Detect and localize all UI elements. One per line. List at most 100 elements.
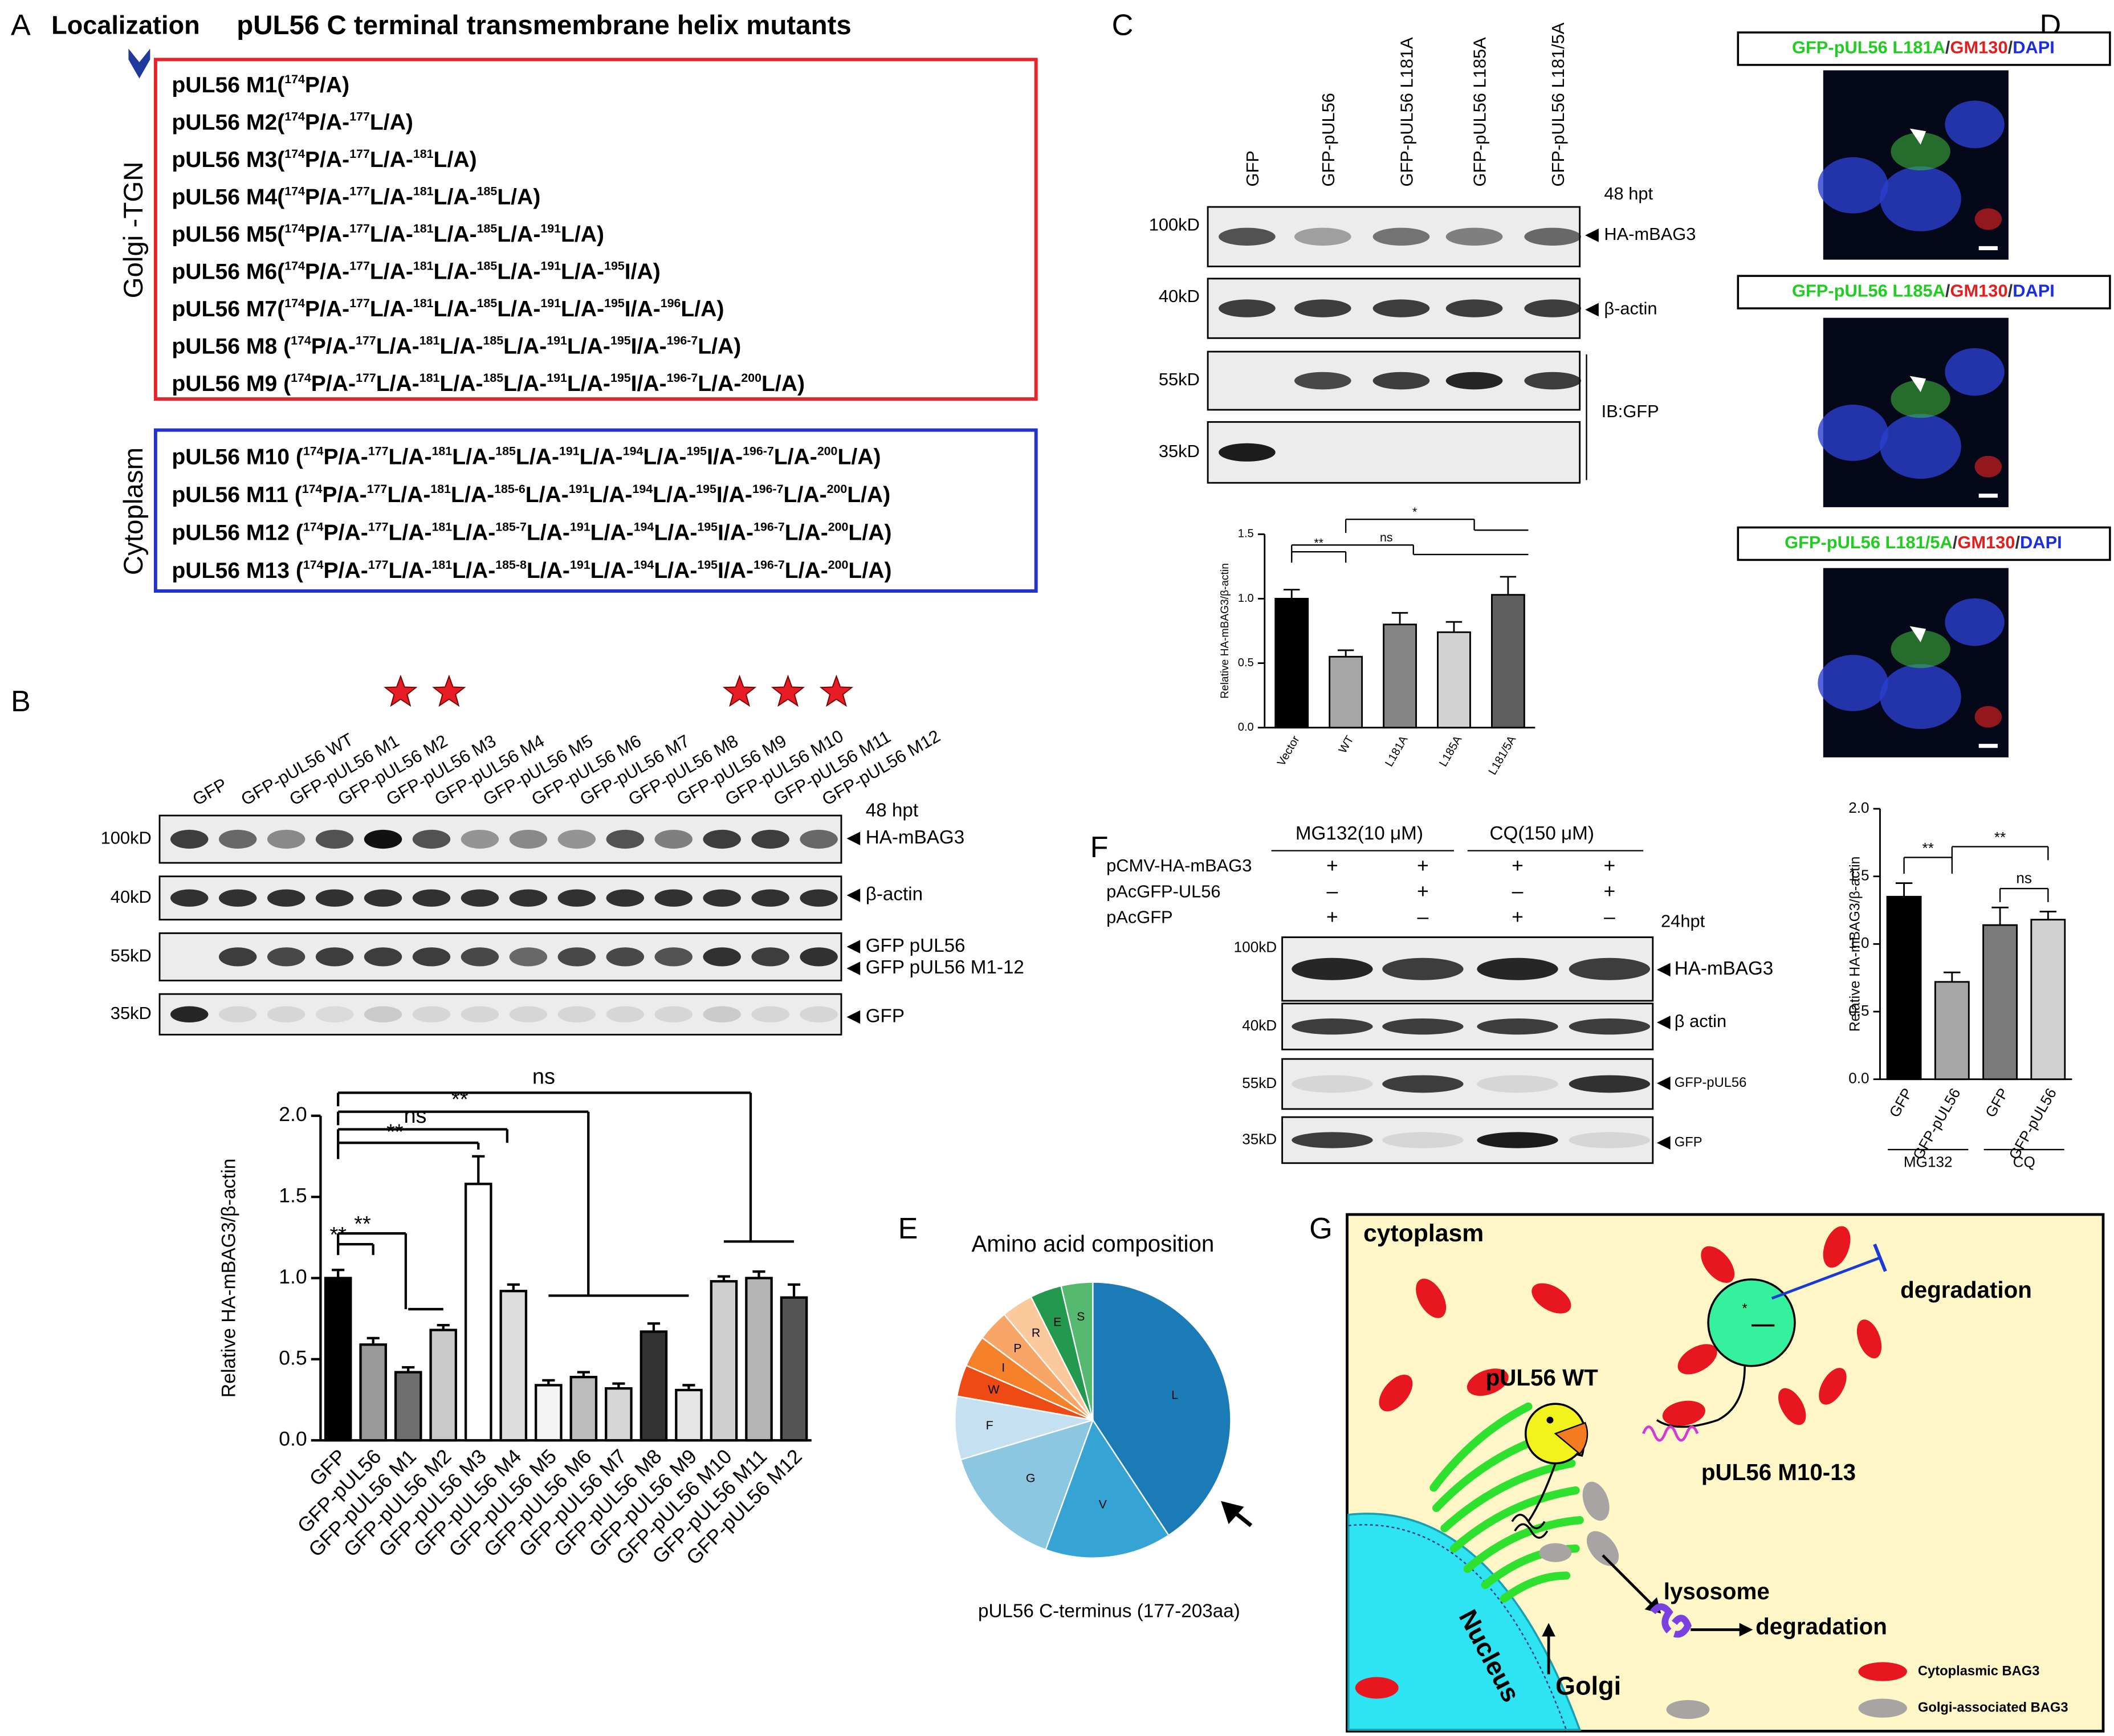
- significance: ns: [1380, 531, 1393, 544]
- mutant-text: P/A-: [324, 521, 368, 545]
- mutant-text: L/A-: [567, 335, 610, 359]
- mutant-position: 194: [634, 520, 654, 533]
- mutant-position: 181: [419, 333, 440, 347]
- mutant-name: pUL56 M6: [172, 260, 277, 284]
- blot-band: [1219, 299, 1276, 317]
- blot-band: [267, 947, 306, 967]
- cytoplasmic-bag3: [1355, 1226, 1882, 1699]
- arrowhead-marker: [1909, 128, 1926, 145]
- image-title: GFP-pUL56 L181A/GM130/DAPI: [1792, 38, 2055, 58]
- mutant-text: I/A-: [718, 559, 753, 583]
- panel-label: G: [1309, 1212, 1333, 1245]
- arrowhead: [1542, 1623, 1555, 1637]
- mutant-position: 181: [430, 482, 451, 496]
- panel-label: F: [1090, 831, 1109, 864]
- blot-band: [1372, 299, 1430, 317]
- blot-band: [267, 889, 306, 907]
- x-tick-label: L181A: [1383, 733, 1410, 769]
- group-label: CQ: [2013, 1154, 2035, 1171]
- blot-band: [315, 889, 354, 907]
- mutant-text: P/A-: [305, 260, 349, 284]
- mutant-helix: [1641, 1425, 1699, 1442]
- bar: [499, 1290, 528, 1442]
- blot-band: [1477, 957, 1558, 980]
- mutant-text: L/A-: [654, 559, 697, 583]
- mutant-name: pUL56 M11: [172, 483, 288, 507]
- mutant-position: 191: [570, 558, 590, 572]
- bar: [1383, 624, 1417, 729]
- gfp-stain: [1891, 630, 1950, 669]
- mutant-text: (: [277, 148, 284, 172]
- eye: *: [1742, 1301, 1747, 1316]
- mutant-text: L/A): [847, 483, 890, 507]
- blot-band: [1292, 1075, 1373, 1093]
- significance: ns: [2016, 869, 2032, 886]
- y-tick-label: 0.5: [1238, 657, 1254, 669]
- mutant-position: 181: [413, 147, 434, 161]
- mutant-position: 185: [477, 296, 498, 310]
- mutant-position: 196: [661, 296, 681, 310]
- band-label: GFP pUL56: [866, 935, 966, 956]
- mutant-position: 174: [284, 222, 305, 235]
- mutant-position: 177: [349, 109, 370, 123]
- sign: +: [1512, 906, 1524, 928]
- x-tick-label: Vector: [1275, 733, 1302, 768]
- mutant-text: L/A-: [451, 483, 494, 507]
- blot-band: [412, 947, 451, 967]
- blot-band: [218, 889, 257, 907]
- title-part: /: [2015, 532, 2020, 552]
- mutant-position: 174: [284, 184, 305, 198]
- significance: **: [354, 1212, 371, 1236]
- y-tick-label: 1.0: [1238, 592, 1254, 605]
- mutant-text: (: [288, 483, 302, 507]
- slice-label: V: [1099, 1497, 1107, 1511]
- blot-band: [606, 1006, 645, 1022]
- slice-label: F: [986, 1419, 993, 1432]
- title-part: DAPI: [2013, 38, 2055, 58]
- g-text: degradation: [1755, 1613, 1887, 1640]
- g-text: cytoplasm: [1363, 1220, 1484, 1247]
- blot-band: [1292, 957, 1373, 980]
- sign: +: [1512, 854, 1524, 877]
- image-title: GFP-pUL56 L185A/GM130/DAPI: [1792, 281, 2055, 301]
- blot-band: [1372, 227, 1430, 246]
- mutant-text: L/A-: [589, 483, 632, 507]
- eye: [1546, 1416, 1554, 1424]
- bar: [429, 1329, 458, 1442]
- arrowhead: [1739, 1623, 1753, 1637]
- y-tick-label: 2.0: [279, 1103, 307, 1126]
- bar: [1490, 594, 1525, 729]
- mutant-text: L/A): [837, 445, 881, 470]
- bar: [1934, 981, 1970, 1081]
- mutant-position: 194: [634, 558, 654, 572]
- mutant-text: P/A-: [305, 148, 349, 172]
- marker-label: 100kD: [101, 828, 152, 848]
- star: [384, 674, 418, 707]
- blot-band: [364, 1006, 402, 1022]
- blot-band: [1219, 443, 1276, 462]
- band-label: GFP-pUL56: [1675, 1075, 1747, 1090]
- golgi-label: Golgi -TGN: [119, 161, 149, 298]
- significance: **: [1314, 536, 1323, 550]
- star: [771, 674, 805, 707]
- marker-label: 35kD: [111, 1003, 152, 1023]
- blot-band: [1569, 1132, 1651, 1148]
- mutant-text: L/A-: [452, 559, 495, 583]
- mutant-text: L/A-: [561, 297, 604, 321]
- mutant-text: (: [277, 111, 284, 135]
- blot-band: [1524, 227, 1582, 246]
- band-label: β actin: [1675, 1011, 1726, 1031]
- mutant-position: 196-7: [753, 520, 785, 533]
- bar: [1886, 895, 1922, 1081]
- significance: **: [1994, 829, 2006, 846]
- mutant-text: L/A-: [370, 148, 413, 172]
- mutant-text: L/A-: [434, 297, 477, 321]
- band-arrow: [1656, 1076, 1671, 1090]
- pointer-arrow: [1221, 1501, 1253, 1527]
- y-tick-label: 1.5: [1238, 528, 1254, 540]
- mutant: pUL56 M5(174P/A-177L/A-181L/A-185L/A-191…: [172, 222, 604, 247]
- localization-arrow: [128, 48, 150, 79]
- legend-red: [1858, 1662, 1907, 1681]
- mutant-text: L/A): [848, 521, 891, 545]
